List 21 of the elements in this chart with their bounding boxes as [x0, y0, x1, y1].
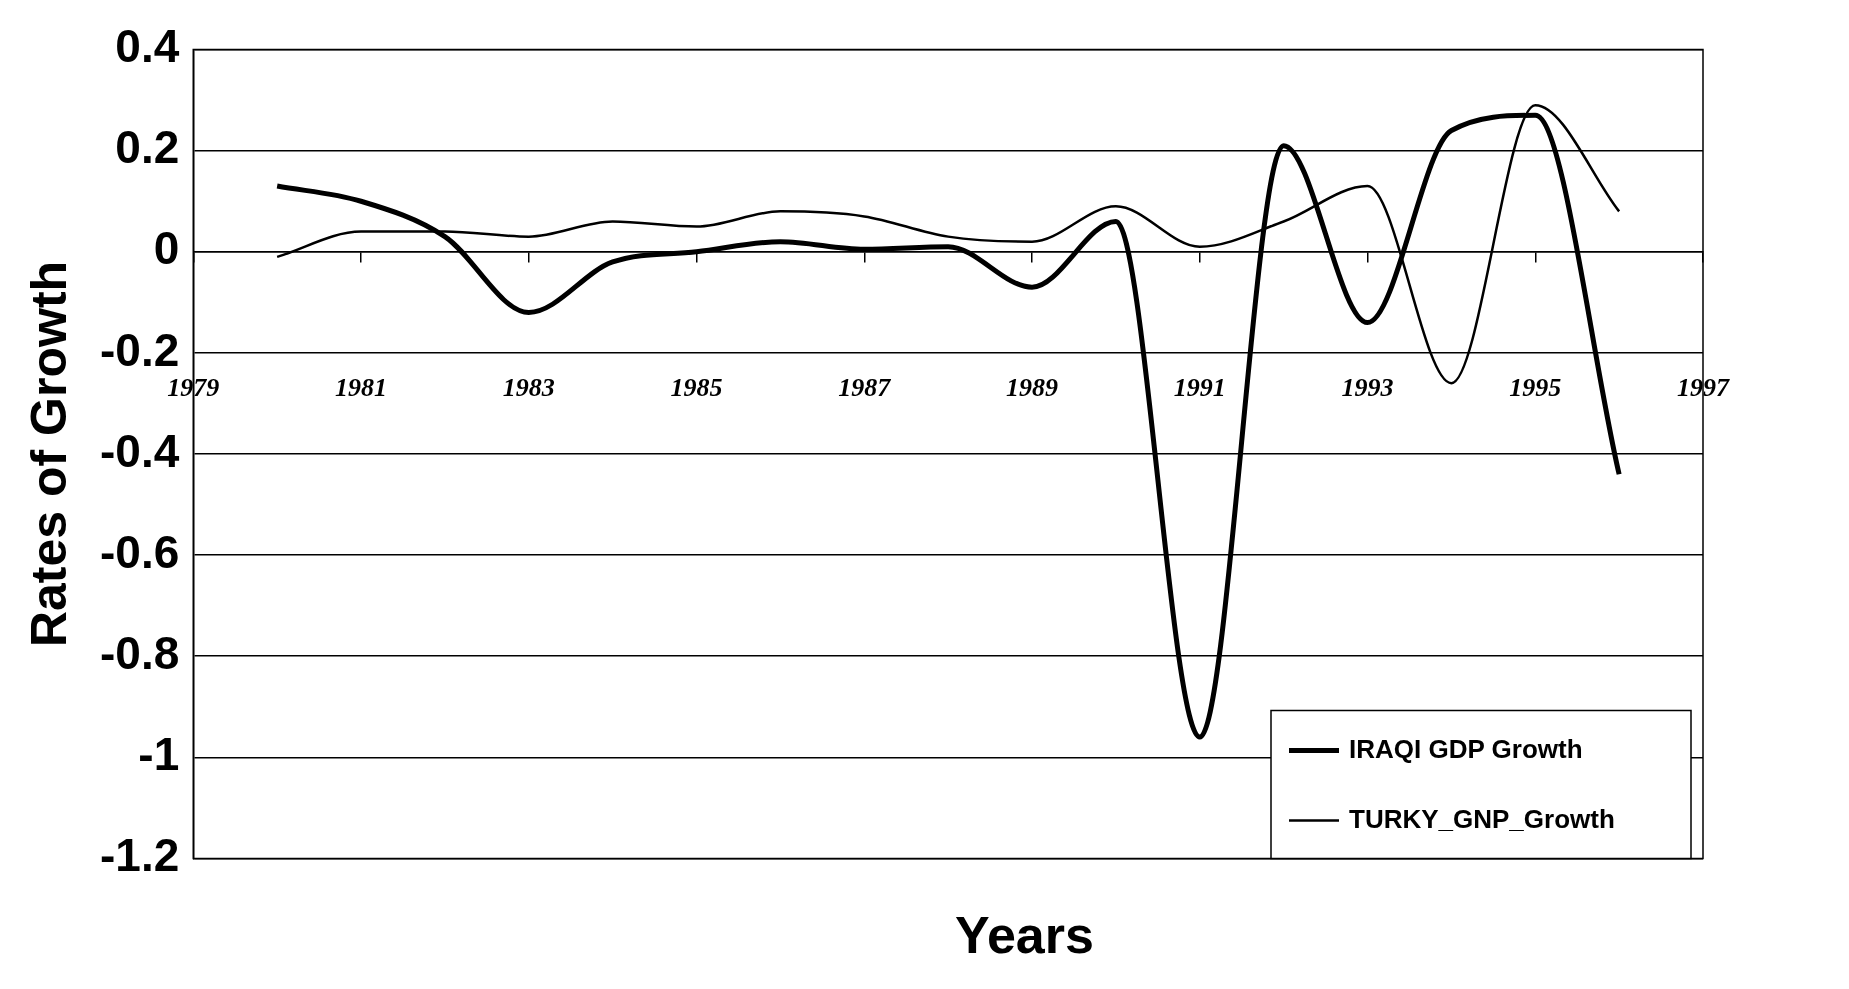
x-tick-label: 1991: [1173, 373, 1226, 403]
y-tick-label: -0.8: [100, 626, 180, 679]
legend-label: TURKY_GNP_Growth: [1349, 803, 1615, 834]
x-tick-label: 1983: [502, 373, 555, 403]
y-tick-label: -1: [138, 727, 180, 780]
y-axis-title: Rates of Growth: [20, 260, 77, 648]
x-tick-label: 1987: [838, 373, 892, 403]
y-tick-label: -1.2: [100, 829, 180, 882]
y-tick-label: 0: [153, 222, 180, 275]
x-axis-title: Years: [954, 905, 1095, 966]
y-tick-label: -0.4: [100, 424, 180, 477]
x-tick-label: 1995: [1509, 373, 1562, 403]
y-tick-label: 0.4: [115, 20, 180, 73]
x-tick-label: 1985: [670, 373, 723, 403]
x-tick-label: 1989: [1006, 373, 1059, 403]
y-tick-label: 0.2: [115, 121, 180, 174]
y-tick-label: -0.6: [100, 525, 180, 578]
x-tick-label: 1981: [335, 373, 388, 403]
legend-label: IRAQI GDP Growth: [1349, 733, 1583, 764]
y-tick-label: -0.2: [100, 323, 180, 376]
x-tick-label: 1993: [1341, 373, 1394, 403]
